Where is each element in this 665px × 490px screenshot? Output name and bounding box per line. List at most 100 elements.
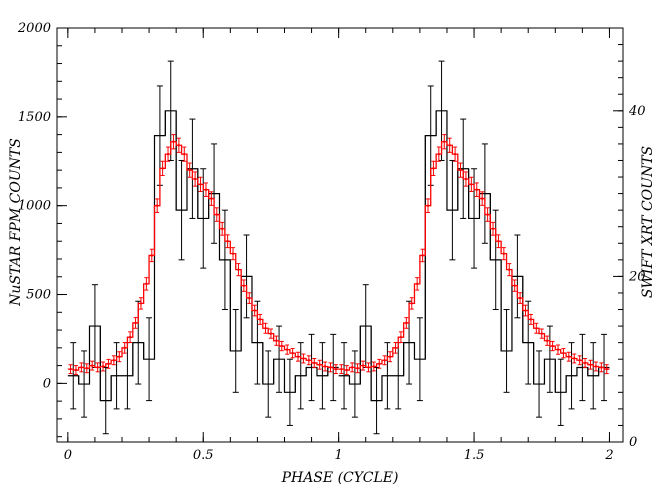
data-point [172, 140, 175, 143]
data-point [285, 348, 289, 351]
data-point [443, 140, 446, 143]
data-point [107, 362, 110, 366]
data-point [69, 367, 72, 371]
data-point [128, 335, 132, 339]
data-point [513, 284, 516, 287]
data-point [193, 177, 197, 181]
data-point [74, 368, 78, 372]
data-point [508, 268, 511, 271]
data-point [600, 366, 603, 369]
y2-tick-label: 0 [629, 435, 637, 450]
data-point [518, 296, 522, 300]
data-point [388, 355, 392, 358]
data-point [264, 327, 267, 330]
data-point [188, 168, 191, 172]
data-point [210, 197, 213, 200]
data-point [415, 282, 419, 286]
data-point [426, 204, 430, 207]
data-point [340, 367, 343, 371]
data-point [545, 339, 549, 342]
data-point [421, 254, 424, 257]
data-point [453, 152, 457, 156]
data-point [237, 268, 240, 271]
data-point [497, 240, 500, 243]
y-tick-label: 1500 [18, 110, 51, 125]
data-point [562, 351, 565, 355]
data-point [161, 167, 164, 170]
data-point [199, 183, 202, 186]
data-point [258, 318, 262, 321]
x-tick-label: 0 [64, 448, 72, 463]
data-point [605, 367, 608, 371]
data-point [242, 284, 246, 287]
data-point [464, 177, 468, 181]
data-point [372, 365, 376, 368]
data-point [589, 363, 592, 366]
data-point [139, 302, 143, 305]
data-point [410, 302, 413, 305]
data-point [573, 357, 576, 360]
data-point [540, 332, 543, 335]
y-tick-label: 2000 [17, 21, 51, 36]
x-tick-label: 0.5 [193, 448, 214, 463]
data-point [356, 367, 359, 370]
data-point [302, 357, 305, 360]
data-point [578, 359, 581, 362]
data-point [551, 344, 554, 348]
data-point [475, 188, 478, 191]
data-point [399, 335, 403, 339]
data-point [394, 346, 397, 350]
data-point [291, 351, 294, 355]
data-point [269, 332, 273, 335]
data-point [112, 359, 116, 362]
data-point [280, 344, 283, 348]
data-point [296, 355, 300, 358]
data-point [231, 252, 235, 255]
data-point [470, 183, 473, 186]
data-point [253, 309, 256, 312]
x-tick-label: 1 [335, 448, 343, 463]
y-tick-label: 0 [43, 376, 51, 391]
data-point [594, 365, 598, 368]
data-point [96, 366, 99, 369]
data-point [334, 367, 338, 371]
data-point [405, 321, 408, 325]
data-point [91, 364, 94, 367]
x-tick-label: 2 [604, 448, 613, 463]
data-point [156, 204, 159, 207]
data-point [524, 309, 527, 312]
data-point [583, 361, 587, 365]
data-point [123, 346, 126, 350]
data-point [448, 144, 451, 147]
data-point [502, 252, 506, 255]
series-right [67, 60, 610, 435]
data-point [204, 188, 208, 191]
data-point [567, 355, 571, 358]
y-tick-label: 500 [26, 288, 51, 303]
data-point [437, 152, 441, 156]
y-axis-title: NuSTAR FPM COUNTS [8, 138, 24, 307]
data-point [80, 366, 83, 369]
plot-frame [56, 27, 624, 443]
y2-tick-label: 40 [628, 104, 646, 119]
data-point [275, 339, 278, 342]
data-point [215, 213, 218, 216]
x-tick-label: 1.5 [464, 448, 485, 463]
data-point [535, 327, 538, 330]
data-point [318, 363, 321, 366]
data-point [101, 365, 105, 368]
y2-tick-label: 20 [628, 269, 646, 284]
data-point [383, 359, 386, 362]
data-point [459, 168, 462, 172]
data-point [345, 368, 348, 372]
data-point [166, 152, 170, 156]
data-point [183, 152, 186, 156]
data-point [323, 365, 327, 368]
data-point [361, 364, 365, 367]
data-point [329, 366, 332, 369]
data-point [480, 197, 484, 200]
data-point [350, 366, 354, 369]
data-point [367, 366, 370, 369]
